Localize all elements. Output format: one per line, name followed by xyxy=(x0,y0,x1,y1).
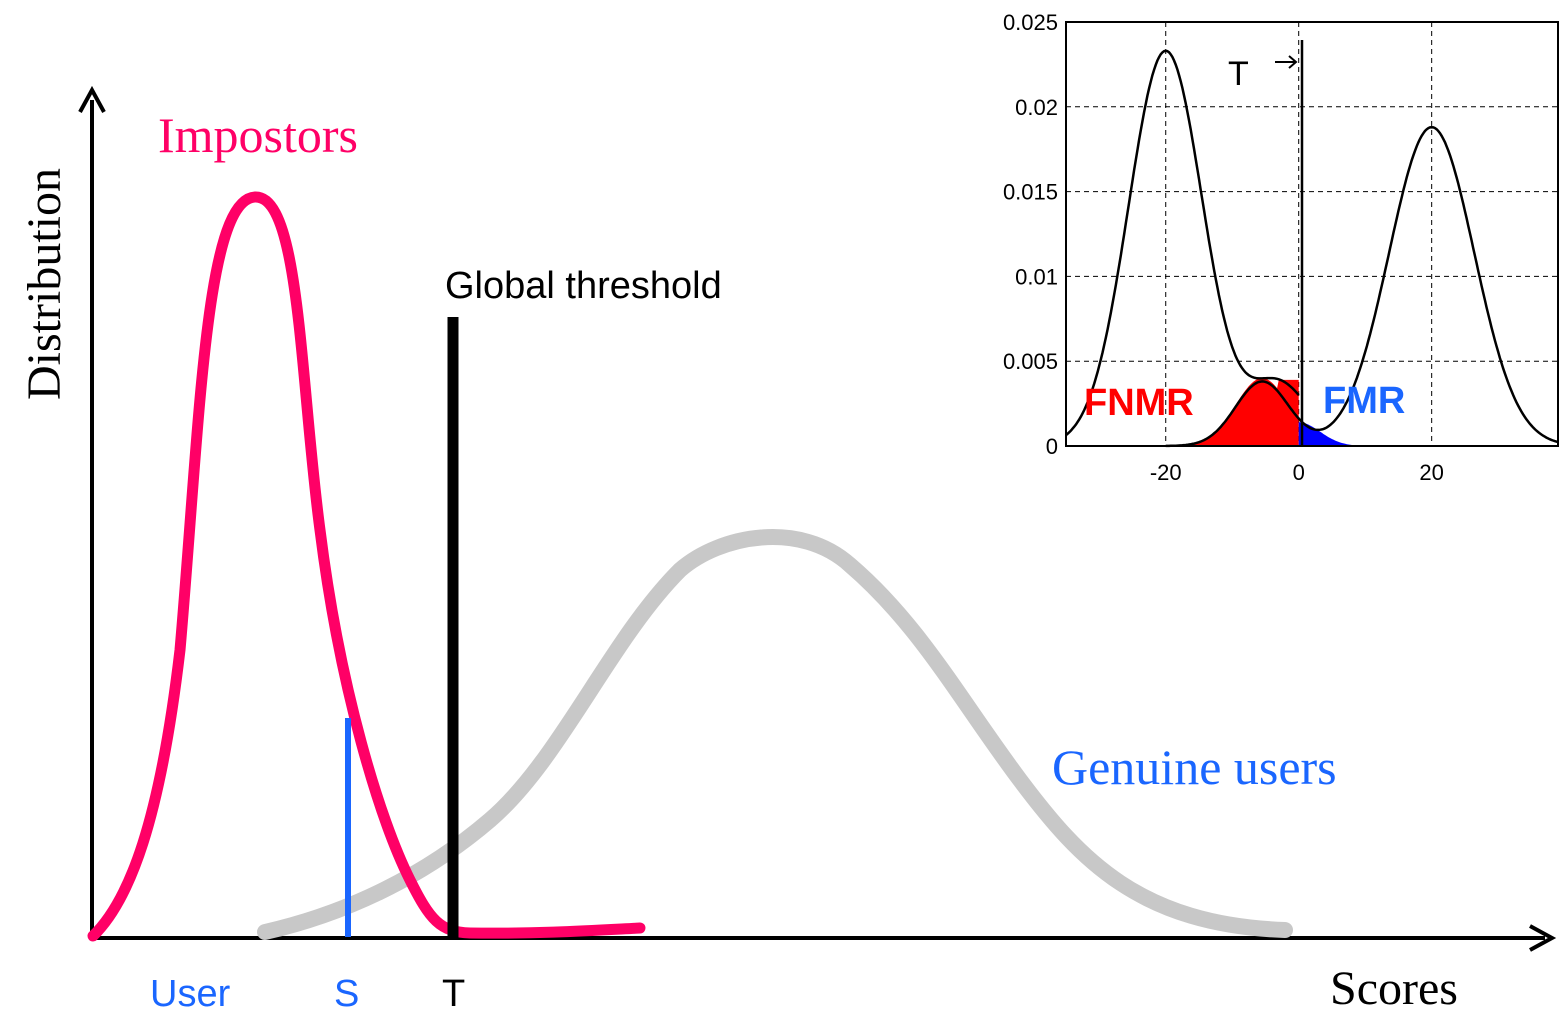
fmr-label: FMR xyxy=(1323,380,1405,422)
inset-impostor-curve xyxy=(1065,49,1300,437)
main-plot: Global threshold Impostors Genuine users… xyxy=(18,85,1557,1013)
inset-x-tick-label: 20 xyxy=(1419,460,1443,485)
inset-threshold-arrow-icon xyxy=(1275,55,1298,69)
inset-y-tick-label: 0 xyxy=(1046,434,1058,459)
global-threshold-label: Global threshold xyxy=(445,265,722,307)
tick-t: T xyxy=(442,973,465,1013)
inset-y-tick-label: 0.025 xyxy=(1003,10,1058,35)
inset-frame xyxy=(1065,21,1559,447)
genuine-users-curve xyxy=(257,529,1293,940)
tick-user: User xyxy=(150,973,231,1013)
inset-threshold-label: T xyxy=(1228,55,1249,93)
inset-x-tick-label: -20 xyxy=(1150,460,1182,485)
inset-x-ticks: -20 0 20 xyxy=(1150,460,1444,485)
inset-chart: 0 0.005 0.01 0.015 0.02 0.025 -20 0 20 T FNMR F… xyxy=(1003,10,1559,485)
y-axis-arrowhead xyxy=(78,85,106,113)
inset-y-tick-label: 0.02 xyxy=(1015,95,1058,120)
impostors-label: Impostors xyxy=(158,107,358,163)
tick-s: S xyxy=(334,973,359,1013)
x-axis-arrowhead xyxy=(1529,924,1557,952)
fnmr-label: FNMR xyxy=(1084,382,1194,424)
impostors-curve xyxy=(87,191,646,942)
genuine-users-label: Genuine users xyxy=(1052,739,1337,795)
inset-y-tick-label: 0.01 xyxy=(1015,264,1058,289)
inset-lines xyxy=(1065,49,1559,448)
inset-genuine-curve xyxy=(1165,125,1559,448)
inset-x-tick-label: 0 xyxy=(1293,460,1305,485)
inset-y-ticks: 0 0.005 0.01 0.015 0.02 0.025 xyxy=(1003,10,1058,459)
scores-axis-label: Scores xyxy=(1330,962,1458,1013)
inset-y-tick-label: 0.005 xyxy=(1003,349,1058,374)
inset-y-tick-label: 0.015 xyxy=(1003,180,1058,205)
distribution-axis-label: Distribution xyxy=(18,168,71,400)
